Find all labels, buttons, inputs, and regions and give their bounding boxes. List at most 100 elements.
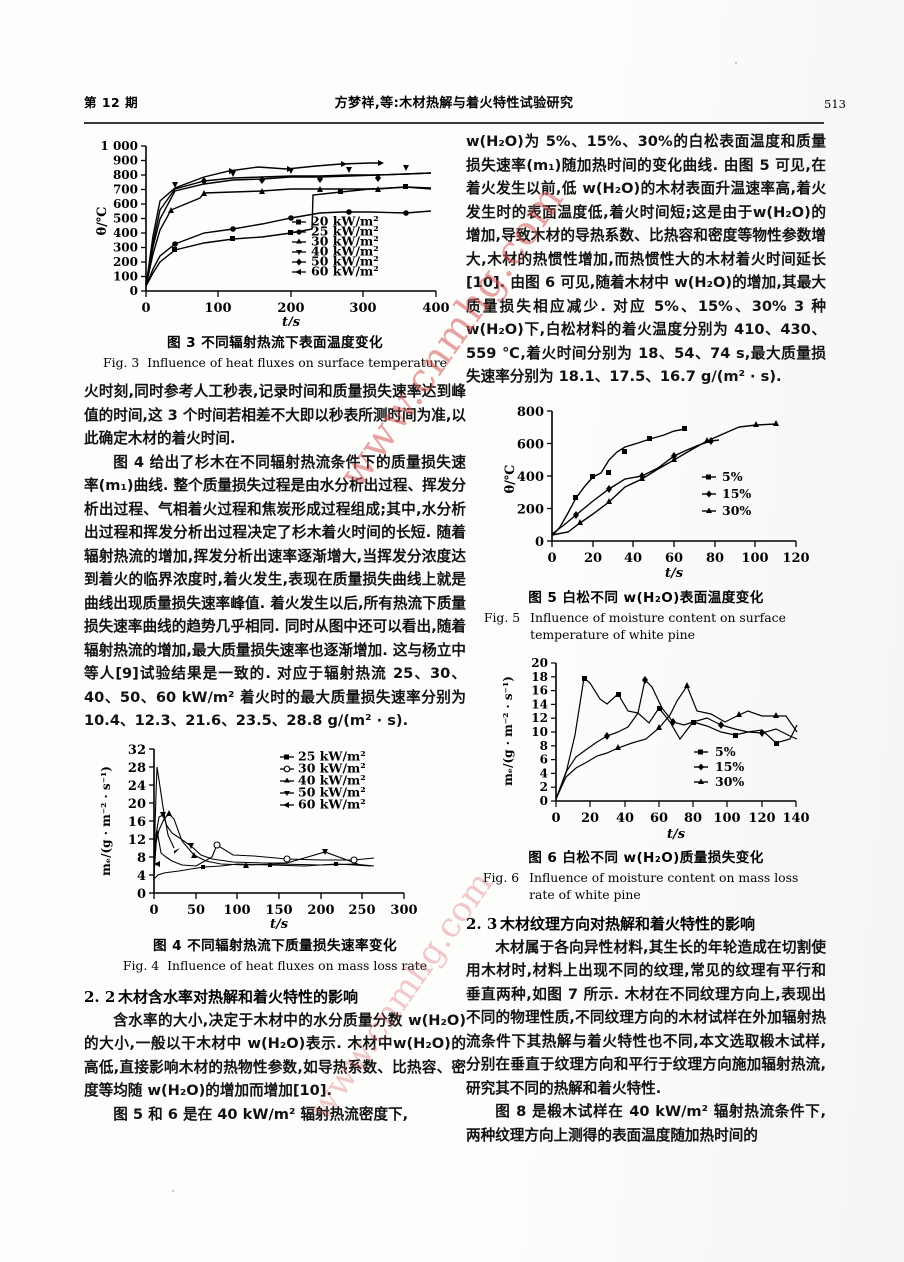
svg-text:0: 0 bbox=[130, 284, 138, 298]
svg-text:100: 100 bbox=[741, 551, 768, 566]
svg-text:2: 2 bbox=[540, 780, 548, 794]
svg-text:20: 20 bbox=[584, 551, 602, 566]
fig4-legend: 25 kW/m² 30 kW/m² 40 kW/m² 50 kW/m² 60 k… bbox=[280, 748, 366, 811]
fig3-legend-3: 40 kW/m² bbox=[311, 244, 379, 259]
figure-5-caption-en: Fig. 5 Influence of moisture content on s… bbox=[466, 609, 826, 643]
svg-text:0: 0 bbox=[535, 535, 544, 550]
right-paragraph-2: 木材属于各向异性材料,其生长的年轮造成在切割使用木材时,材料上出现不同的纹理,常… bbox=[466, 938, 826, 1097]
svg-text:0: 0 bbox=[540, 794, 548, 808]
svg-text:80: 80 bbox=[684, 811, 702, 826]
svg-text:4: 4 bbox=[540, 766, 548, 780]
figure-3-caption-cn: 图 3 不同辐射热流下表面温度变化 bbox=[166, 335, 384, 351]
svg-text:32: 32 bbox=[128, 743, 146, 758]
svg-text:40: 40 bbox=[624, 551, 642, 566]
section-2-2-title: 木材含水率对热解和着火特性的影响 bbox=[118, 987, 359, 1006]
svg-text:8: 8 bbox=[137, 851, 146, 866]
fig5-chart: 800 600 400 200 0 0 20 40 60 80 100 120 t/s θ/… bbox=[503, 405, 810, 581]
svg-text:20: 20 bbox=[581, 811, 599, 826]
fig3-legend-1: 25 kW/m² bbox=[311, 224, 379, 239]
svg-text:0: 0 bbox=[551, 811, 560, 826]
svg-text:400: 400 bbox=[113, 226, 138, 240]
svg-text:100: 100 bbox=[223, 903, 250, 918]
svg-text:12: 12 bbox=[128, 833, 146, 848]
svg-text:0: 0 bbox=[547, 551, 556, 566]
svg-text:700: 700 bbox=[113, 183, 138, 197]
svg-text:200: 200 bbox=[277, 301, 304, 316]
svg-text:0: 0 bbox=[141, 301, 150, 316]
svg-text:8: 8 bbox=[540, 738, 548, 752]
svg-text:10: 10 bbox=[531, 725, 548, 739]
fig4-legend-1: 30 kW/m² bbox=[298, 760, 366, 775]
svg-text:100: 100 bbox=[204, 301, 231, 316]
svg-text:60: 60 bbox=[650, 811, 668, 826]
page-number: 513 bbox=[824, 97, 846, 111]
svg-text:40: 40 bbox=[616, 811, 634, 826]
svg-text:14: 14 bbox=[531, 697, 548, 711]
section-2-2-number: 2. 2 bbox=[84, 987, 116, 1006]
figure-4-title-en: Influence of heat fluxes on mass loss ra… bbox=[167, 957, 428, 973]
svg-text:50: 50 bbox=[187, 903, 205, 918]
figure-4-caption: 图 4 不同辐射热流下质量损失速率变化 Fig. 4 Influence of … bbox=[84, 934, 466, 974]
fig4-legend-2: 40 kW/m² bbox=[298, 772, 366, 787]
svg-text:20: 20 bbox=[128, 797, 146, 812]
figure-5-title-en: Influence of moisture content on surface… bbox=[530, 609, 786, 642]
fig5-legend: 5% 15% 30% bbox=[702, 469, 751, 518]
fig4-legend-0: 25 kW/m² bbox=[298, 748, 366, 763]
svg-text:100: 100 bbox=[713, 811, 740, 826]
running-title: 方梦祥,等:木材热解与着火特性试验研究 bbox=[334, 96, 574, 111]
figure-6-caption-en: Fig. 6 Influence of moisture content on m… bbox=[466, 869, 826, 903]
right-paragraph-3: 图 8 是椴木试样在 40 kW/m² 辐射热流条件下,两种纹理方向上测得的表面… bbox=[466, 1103, 826, 1144]
figure-5-label-en: Fig. 5 bbox=[483, 609, 521, 625]
svg-text:300: 300 bbox=[390, 903, 417, 918]
svg-text:6: 6 bbox=[540, 752, 548, 766]
svg-text:150: 150 bbox=[265, 903, 292, 918]
svg-text:θ/℃: θ/℃ bbox=[503, 464, 518, 493]
figure-5-caption: 图 5 白松不同 w(H₂O)表面温度变化 Fig. 5 Influence of… bbox=[466, 586, 826, 643]
fig6-legend-2: 30% bbox=[715, 774, 744, 789]
section-2-3-number: 2. 3 bbox=[466, 914, 498, 933]
left-paragraph-1: 火时刻,同时参考人工秒表,记录时间和质量损失速率达到峰值的时间,这 3 个时间若… bbox=[84, 383, 466, 447]
svg-text:500: 500 bbox=[113, 212, 138, 226]
svg-text:t/s: t/s bbox=[270, 917, 289, 929]
svg-text:0: 0 bbox=[149, 903, 158, 918]
svg-text:400: 400 bbox=[517, 470, 544, 485]
figure-5-caption-cn: 图 5 白松不同 w(H₂O)表面温度变化 bbox=[528, 589, 764, 606]
svg-text:250: 250 bbox=[348, 903, 375, 918]
left-paragraph-3: 含水率的大小,决定于木材中的水分质量分数 w(H₂O)的大小,一般以干木材中 w… bbox=[84, 1011, 466, 1100]
fig6-legend-0: 5% bbox=[715, 744, 736, 759]
svg-text:800: 800 bbox=[113, 168, 138, 182]
svg-text:600: 600 bbox=[113, 197, 138, 211]
svg-text:140: 140 bbox=[782, 811, 809, 826]
svg-text:20: 20 bbox=[531, 656, 548, 670]
svg-text:28: 28 bbox=[128, 761, 146, 776]
svg-text:mₑ/(g · m⁻² · s⁻¹): mₑ/(g · m⁻² · s⁻¹) bbox=[99, 766, 113, 876]
svg-text:300: 300 bbox=[113, 241, 138, 255]
svg-text:t/s: t/s bbox=[665, 566, 684, 581]
svg-text:mₑ/(g · m⁻² · s⁻¹): mₑ/(g · m⁻² · s⁻¹) bbox=[501, 676, 515, 786]
fig6-legend-1: 15% bbox=[715, 759, 744, 774]
section-2-3-title: 木材纹理方向对热解和着火特性的影响 bbox=[500, 914, 756, 933]
svg-text:80: 80 bbox=[706, 551, 724, 566]
fig3-legend-0: 20 kW/m² bbox=[311, 214, 379, 229]
svg-text:400: 400 bbox=[422, 301, 449, 316]
fig3-legend: 20 kW/m² 25 kW/m² 30 kW/m² 40 kW/m² 50 k… bbox=[292, 214, 379, 279]
figure-3: 1 000 900 800 700 600 500 400 300 200 100 0 0… bbox=[84, 136, 466, 371]
fig4-legend-4: 60 kW/m² bbox=[298, 796, 366, 811]
figure-5: 800 600 400 200 0 0 20 40 60 80 100 120 t/s θ/… bbox=[466, 401, 826, 643]
right-paragraph-1: w(H₂O)为 5%、15%、30%的白松表面温度和质量损失速率(m₁)随加热时… bbox=[466, 133, 826, 385]
fig5-legend-0: 5% bbox=[722, 469, 743, 484]
svg-text:24: 24 bbox=[128, 779, 146, 794]
figure-6-caption-cn: 图 6 白松不同 w(H₂O)质量损失变化 bbox=[528, 849, 764, 866]
svg-text:120: 120 bbox=[782, 551, 809, 566]
section-2-2-heading: 2. 2 木材含水率对热解和着火特性的影响 bbox=[84, 986, 466, 1007]
svg-text:200: 200 bbox=[307, 903, 334, 918]
figure-6-caption: 图 6 白松不同 w(H₂O)质量损失变化 Fig. 6 Influence of… bbox=[466, 846, 826, 903]
figure-3-label-en: Fig. 3 bbox=[103, 355, 140, 370]
svg-text:0: 0 bbox=[137, 887, 146, 902]
svg-text:300: 300 bbox=[349, 301, 376, 316]
right-column: w(H₂O)为 5%、15%、30%的白松表面温度和质量损失速率(m₁)随加热时… bbox=[466, 130, 826, 1147]
svg-text:120: 120 bbox=[748, 811, 775, 826]
